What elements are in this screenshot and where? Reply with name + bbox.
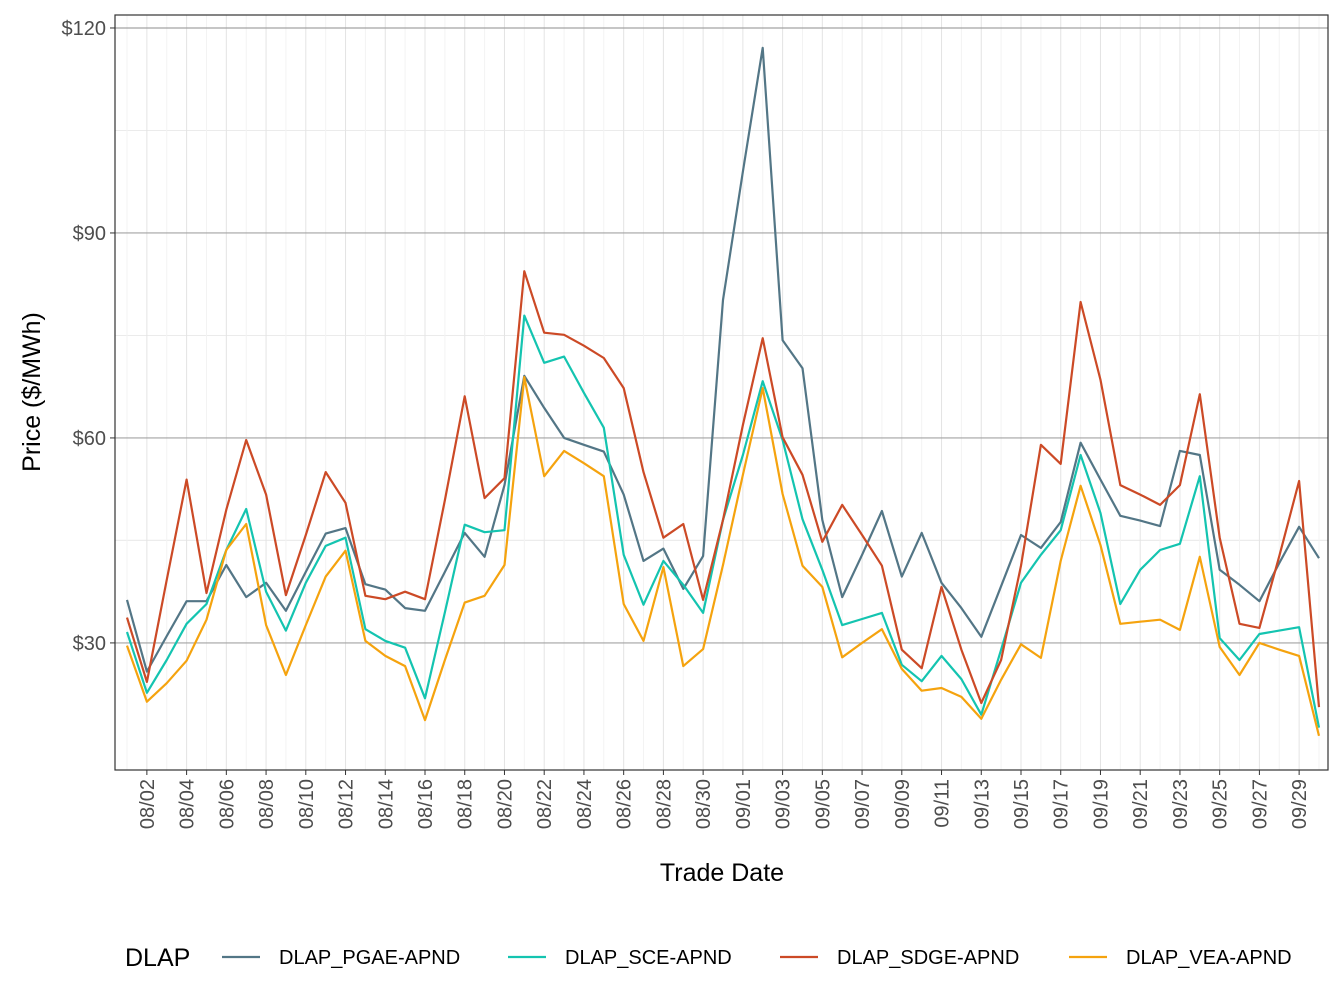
x-tick-label: 09/09 <box>892 779 914 829</box>
x-tick-label: 08/08 <box>256 779 278 829</box>
x-tick-label: 08/20 <box>494 779 516 829</box>
x-tick-label: 08/16 <box>415 779 437 829</box>
x-tick-label: 08/22 <box>534 779 556 829</box>
x-tick-label: 08/18 <box>455 779 477 829</box>
x-tick-label: 09/25 <box>1210 779 1232 829</box>
plot-border <box>114 14 1329 771</box>
series-line <box>125 46 1320 673</box>
x-tick-label: 08/28 <box>653 779 675 829</box>
x-tick-label: 09/17 <box>1051 779 1073 829</box>
y-tick-label: $30 <box>73 633 106 655</box>
x-tick-label: 09/15 <box>1011 779 1033 829</box>
legend-title: DLAP <box>125 944 190 972</box>
legend-label: DLAP_SDGE-APND <box>837 947 1019 969</box>
legend-label: DLAP_PGAE-APND <box>279 947 460 969</box>
x-tick-label: 08/12 <box>336 779 358 829</box>
y-tick-label: $60 <box>73 428 106 450</box>
x-tick-label: 08/14 <box>375 779 397 829</box>
x-tick-label: 08/26 <box>614 779 636 829</box>
x-axis-title: Trade Date <box>660 859 784 887</box>
grid <box>115 15 1328 770</box>
x-tick-label: 08/24 <box>574 779 596 829</box>
x-tick-label: 08/06 <box>216 779 238 829</box>
x-tick-label: 08/30 <box>693 779 715 829</box>
x-tick-label: 09/21 <box>1130 779 1152 829</box>
x-tick-label: 08/04 <box>177 779 199 829</box>
x-tick-label: 08/02 <box>137 779 159 829</box>
x-tick-label: 09/05 <box>812 779 834 829</box>
series-line <box>125 376 1321 737</box>
x-tick-label: 09/03 <box>773 779 795 829</box>
y-tick-label: $120 <box>62 18 107 40</box>
plot-background <box>115 15 1328 770</box>
x-tick-label: 09/07 <box>852 779 874 829</box>
x-tick-label: 08/10 <box>296 779 318 829</box>
x-tick-label: 09/11 <box>932 779 954 828</box>
series-line <box>125 270 1321 708</box>
x-tick-label: 09/13 <box>971 779 993 829</box>
legend-label: DLAP_VEA-APND <box>1126 947 1292 969</box>
x-tick-label: 09/01 <box>733 779 755 829</box>
y-axis-title: Price ($/MWh) <box>18 312 46 472</box>
x-tick-label: 09/27 <box>1249 779 1271 829</box>
y-tick-label: $90 <box>73 223 106 245</box>
x-tick-label: 09/23 <box>1170 779 1192 829</box>
x-tick-label: 09/29 <box>1289 779 1311 829</box>
x-tick-label: 09/19 <box>1090 779 1112 829</box>
legend-label: DLAP_SCE-APND <box>565 947 732 969</box>
